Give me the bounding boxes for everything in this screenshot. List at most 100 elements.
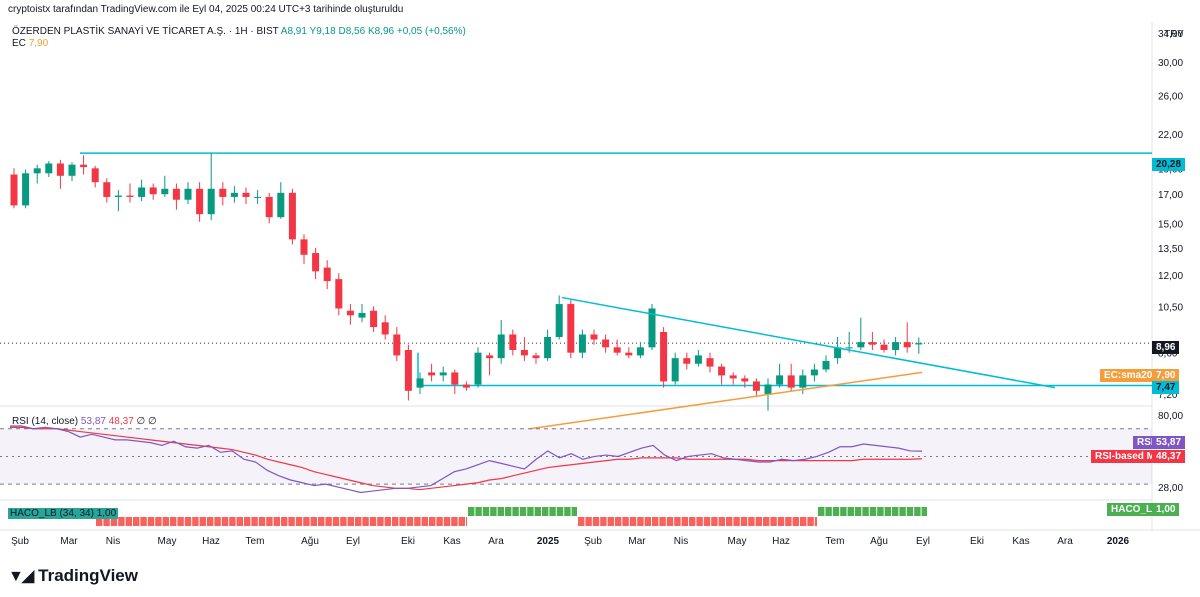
rsi-legend[interactable]: RSI (14, close) 53,87 48,37 ∅ ∅ (12, 416, 157, 427)
ec-label[interactable]: EC (12, 38, 26, 49)
candle-body (915, 343, 923, 345)
haco-legend-value: 1,00 (96, 508, 117, 519)
candle-body (903, 342, 911, 348)
symbol-legend: ÖZERDEN PLASTİK SANAYİ VE TİCARET A.Ş. ·… (12, 26, 466, 50)
sma200-value-tag: 7,90 (1152, 369, 1180, 382)
haco-bar (140, 517, 147, 526)
haco-bar (807, 517, 814, 526)
haco-bar (755, 517, 762, 526)
candle-body (451, 372, 459, 385)
haco-label: HACO_LB (34, 34) (10, 508, 94, 519)
haco-bar (718, 517, 725, 526)
haco-bar (825, 507, 832, 516)
haco-bar (564, 507, 571, 516)
haco-bar (534, 507, 541, 516)
candle-body (56, 163, 64, 176)
time-tick-label: Eyl (916, 536, 930, 547)
sma200-line (529, 371, 923, 430)
candle-body (822, 360, 830, 370)
time-tick-label: Ağu (301, 536, 319, 547)
candle-body (404, 349, 412, 391)
haco-bar (147, 517, 155, 526)
haco-bar (258, 517, 266, 526)
candle-body (694, 355, 702, 364)
haco-bar (659, 517, 666, 526)
haco-bar (884, 507, 891, 516)
haco-bar (505, 507, 512, 516)
time-tick-label: May (728, 536, 747, 547)
haco-bar (118, 517, 125, 526)
price-tick-label: 34,00 (1158, 29, 1183, 40)
haco-bar (288, 517, 295, 526)
haco-bar (549, 507, 556, 516)
haco-bar (818, 507, 825, 516)
haco-bar (310, 517, 317, 526)
candle-body (544, 336, 552, 359)
price-chart[interactable]: 34,0030,0026,0022,0019,0017,0015,0013,50… (0, 0, 1200, 560)
candle-body (810, 369, 818, 376)
candle-body (683, 358, 691, 364)
haco-bar (482, 507, 490, 516)
candle-body (416, 378, 424, 388)
time-tick-label: Şub (584, 536, 602, 547)
time-tick-label: Şub (11, 536, 29, 547)
currency-label[interactable]: TRY (1164, 29, 1184, 40)
haco-bar (869, 507, 877, 516)
candle-body (648, 308, 656, 348)
haco-bar (921, 507, 927, 516)
tradingview-logo[interactable]: ▼◢ TradingView (8, 566, 138, 586)
time-tick-label: Ara (488, 536, 504, 547)
candle-body (230, 192, 238, 197)
price-tick-label: 12,00 (1158, 271, 1183, 282)
attribution-text: cryptoistx tarafından TradingView.com il… (8, 4, 404, 15)
rsi-ma-line (10, 426, 923, 491)
time-tick-label: Haz (202, 536, 220, 547)
haco-bar (443, 517, 451, 526)
time-tick-label: Ara (1057, 536, 1073, 547)
time-tick-label: Mar (60, 536, 78, 547)
rsi-tick-label: 80,00 (1158, 411, 1183, 422)
candle-body (578, 334, 586, 353)
time-tick-label: Kas (1012, 536, 1029, 547)
haco-pane (10, 507, 927, 526)
haco-bar (592, 517, 600, 526)
sma200-tag: EC:sma200 (1100, 369, 1162, 382)
haco-bar (421, 517, 428, 526)
haco-bar (892, 507, 899, 516)
candle-body (880, 344, 888, 350)
candle-body (370, 310, 378, 328)
rsi-ma-tag: RSI-based MA (1091, 450, 1167, 463)
haco-bar (832, 507, 840, 516)
haco-bar (585, 517, 592, 526)
haco-bar (899, 507, 906, 516)
ohlc-close: K8,96 (367, 26, 395, 37)
time-tick-label: Eki (401, 536, 415, 547)
candle-body (625, 352, 633, 356)
price-tick-label: 22,00 (1158, 130, 1183, 141)
tradingview-logo-icon: ▼◢ (8, 568, 34, 585)
haco-legend[interactable]: HACO_LB (34, 34) 1,00 (8, 508, 119, 519)
candle-body (33, 168, 41, 174)
haco-bar (170, 517, 177, 526)
haco-bar (578, 517, 585, 526)
trendlines-layer (529, 296, 1056, 430)
haco-bar (906, 507, 914, 516)
symbol-title[interactable]: ÖZERDEN PLASTİK SANAYİ VE TİCARET A.Ş. ·… (12, 26, 279, 37)
haco-bar (862, 507, 869, 516)
haco-bar (490, 507, 497, 516)
candle-body (149, 187, 157, 195)
rsi-pane: 80,00 28,00 (0, 411, 1183, 494)
haco-bar (273, 517, 280, 526)
haco-bar (600, 517, 607, 526)
candle-body (868, 342, 876, 345)
haco-bar (451, 517, 458, 526)
haco-bar (847, 507, 854, 516)
ec-value: 7,90 (28, 38, 49, 49)
rsi-tag: RSI (1133, 436, 1158, 449)
candle-body (219, 188, 227, 197)
time-tick-label: 2026 (1107, 536, 1130, 547)
haco-bar (466, 517, 467, 526)
candle-body (184, 188, 192, 200)
haco-bar (814, 517, 817, 526)
haco-bar (155, 517, 162, 526)
